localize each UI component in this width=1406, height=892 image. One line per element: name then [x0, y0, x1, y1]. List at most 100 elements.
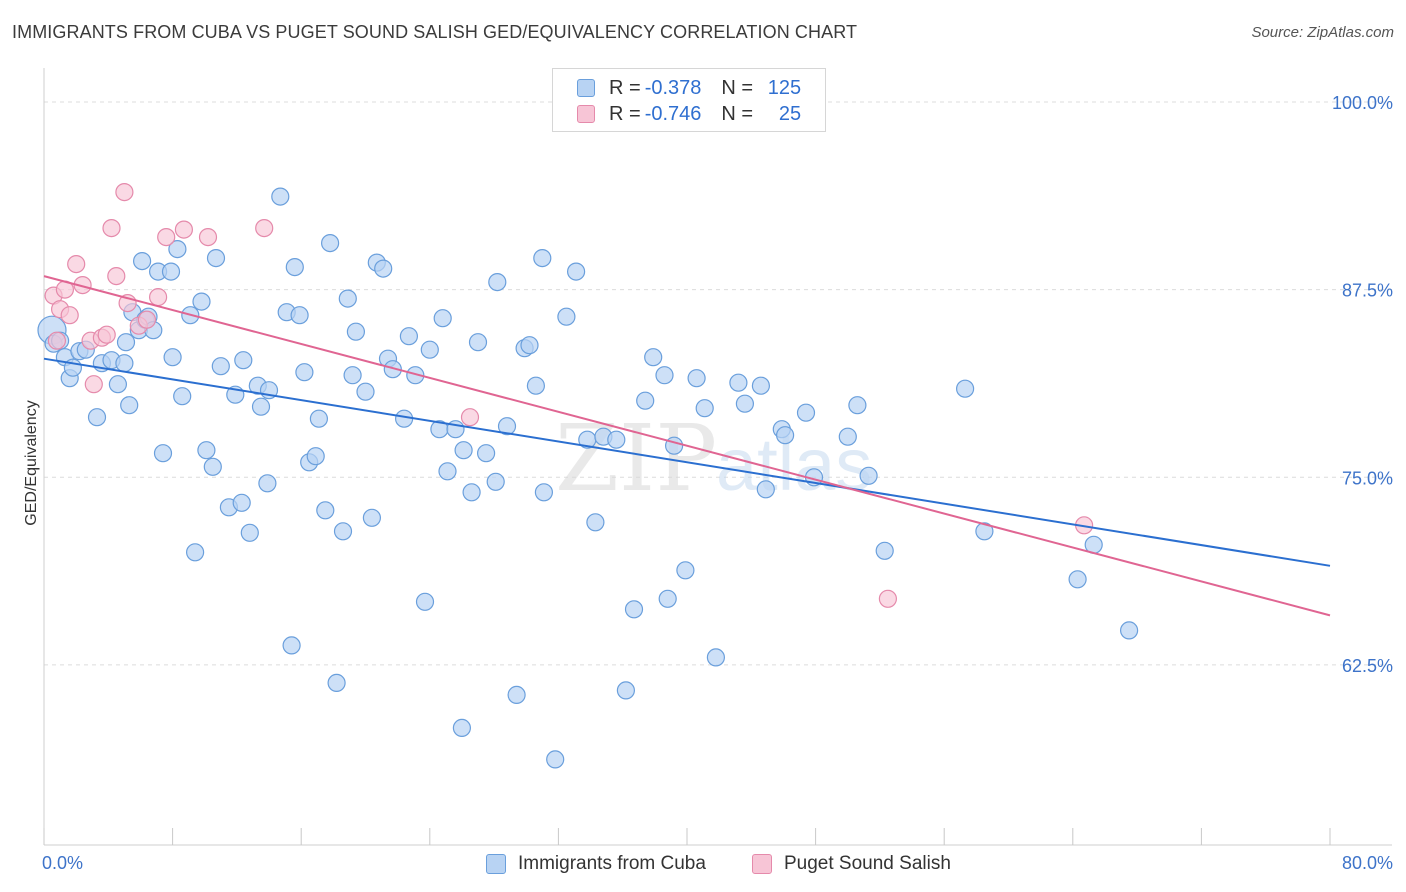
- chart-title: IMMIGRANTS FROM CUBA VS PUGET SOUND SALI…: [12, 22, 858, 42]
- bottom-legend-salish: Puget Sound Salish: [752, 852, 951, 876]
- y-tick-label: 62.5%: [1342, 656, 1393, 676]
- data-point: [346, 322, 365, 341]
- series-puget-sound-salish: [44, 183, 1094, 608]
- data-point: [878, 589, 898, 608]
- data-point: [211, 357, 230, 376]
- data-point: [338, 289, 357, 308]
- legend-n-value: 25: [778, 102, 802, 125]
- data-point: [161, 262, 181, 281]
- y-tick-label: 75.0%: [1342, 468, 1393, 488]
- data-point: [452, 718, 471, 738]
- data-point: [497, 417, 517, 436]
- data-point: [120, 396, 139, 415]
- data-point: [255, 219, 274, 238]
- data-point: [102, 219, 121, 238]
- data-point: [271, 187, 290, 206]
- data-point: [658, 589, 677, 608]
- data-point: [186, 543, 205, 562]
- data-point: [420, 340, 439, 359]
- data-point: [507, 685, 526, 705]
- data-point: [406, 366, 425, 385]
- data-point: [251, 397, 271, 416]
- data-point: [163, 348, 182, 367]
- data-point: [133, 252, 152, 271]
- data-point: [374, 259, 393, 278]
- data-point: [153, 444, 173, 463]
- data-point: [84, 375, 103, 394]
- series-immigrants-from-cuba: [37, 187, 1139, 769]
- x-tick-label: 0.0%: [42, 853, 83, 873]
- watermark: ZIP atlas: [555, 405, 872, 512]
- data-point: [838, 427, 857, 446]
- data-point: [607, 430, 626, 449]
- legend-r-label: R =: [609, 102, 641, 125]
- data-point: [157, 228, 176, 247]
- data-point: [60, 306, 79, 325]
- data-point: [586, 513, 605, 532]
- data-point: [735, 394, 755, 413]
- data-point: [67, 255, 86, 274]
- data-point: [87, 408, 107, 427]
- data-point: [206, 249, 226, 268]
- legend-n-value: 125: [767, 76, 802, 99]
- data-point: [290, 306, 309, 325]
- bottom-legend-label: Immigrants from Cuba: [518, 853, 706, 874]
- data-point: [149, 288, 168, 307]
- source-label: Source: ZipAtlas.com: [1251, 24, 1394, 41]
- data-point: [955, 379, 975, 398]
- bottom-legend-cuba: Immigrants from Cuba: [486, 852, 706, 876]
- legend-r-label: R =: [609, 76, 641, 99]
- legend-n-label: N =: [721, 102, 754, 125]
- y-axis-label: GED/Equivalency: [23, 400, 40, 525]
- data-point: [488, 273, 507, 292]
- data-point: [534, 483, 554, 502]
- legend-swatch-pink: [577, 105, 595, 123]
- data-point: [295, 363, 314, 382]
- data-point: [546, 750, 565, 769]
- bottom-legend-swatch-pink: [752, 854, 772, 874]
- data-point: [566, 262, 586, 281]
- legend-row-cuba: R = -0.378 N = 125: [577, 76, 801, 100]
- data-point: [616, 681, 636, 700]
- data-point: [362, 508, 381, 527]
- data-point: [468, 333, 488, 352]
- data-point: [115, 354, 134, 373]
- legend-r-value: -0.378: [644, 76, 702, 99]
- data-point: [557, 307, 576, 326]
- bottom-legend-swatch-blue: [486, 854, 506, 874]
- data-point: [706, 648, 726, 667]
- data-point: [234, 351, 253, 370]
- data-point: [438, 462, 457, 481]
- legend-swatch-blue: [577, 79, 595, 97]
- data-point: [756, 480, 775, 499]
- data-point: [486, 472, 505, 491]
- data-point: [316, 501, 335, 520]
- data-point: [168, 240, 187, 259]
- data-point: [309, 409, 328, 428]
- data-point: [454, 441, 473, 460]
- data-point: [173, 387, 192, 406]
- axes: [43, 68, 1392, 846]
- data-point: [520, 336, 539, 355]
- data-point: [137, 310, 156, 329]
- y-tick-label: 100.0%: [1332, 93, 1393, 113]
- data-point: [240, 523, 259, 542]
- data-point: [975, 522, 994, 541]
- data-point: [197, 441, 216, 460]
- data-point: [729, 373, 748, 392]
- data-point: [116, 333, 136, 352]
- trend-lines: [43, 275, 1331, 617]
- data-point: [1119, 621, 1139, 640]
- data-point: [356, 382, 375, 401]
- x-tick-labels: 0.0% 80.0%: [42, 853, 1393, 873]
- data-point: [192, 292, 211, 311]
- data-point: [796, 403, 816, 422]
- data-point: [526, 376, 546, 395]
- data-point: [47, 331, 67, 350]
- data-point: [687, 369, 706, 388]
- data-point: [636, 391, 655, 410]
- y-tick-labels: 100.0% 87.5% 75.0% 62.5%: [1332, 93, 1393, 676]
- data-point: [174, 220, 193, 239]
- y-tick-label: 87.5%: [1342, 281, 1393, 301]
